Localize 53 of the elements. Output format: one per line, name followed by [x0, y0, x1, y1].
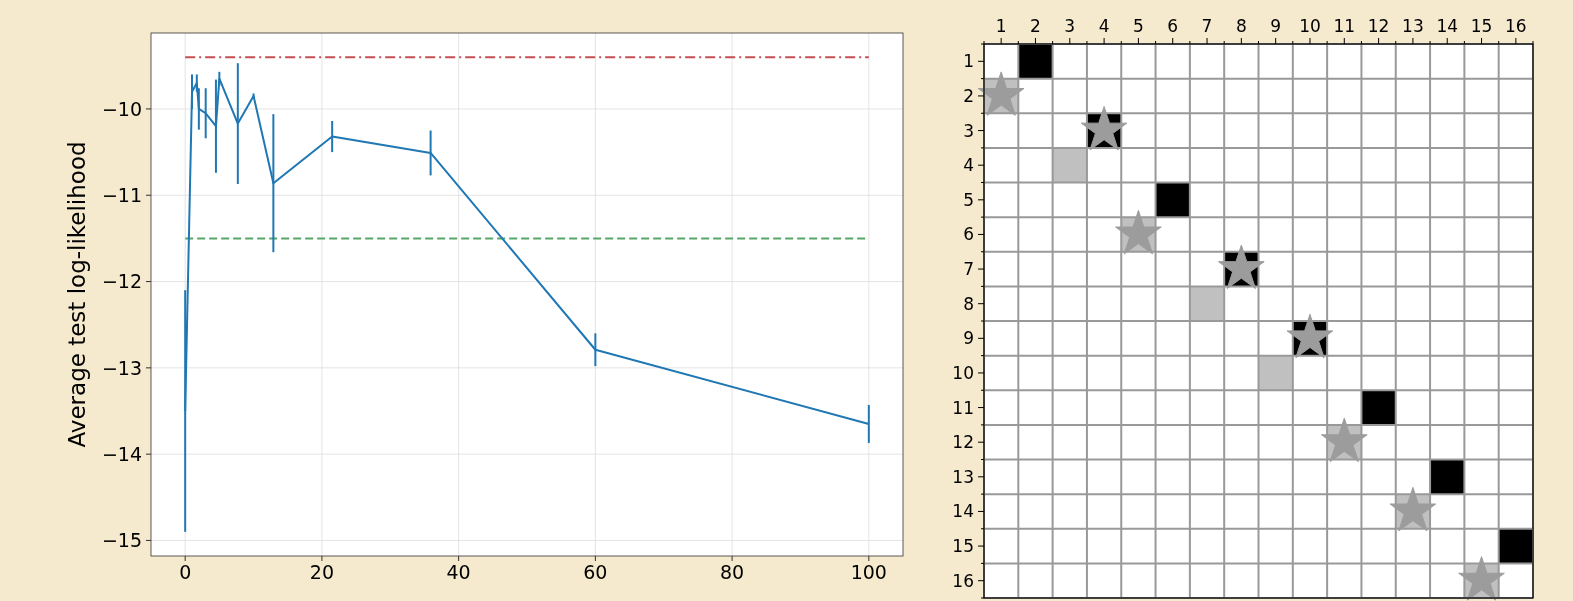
y-tick-label: 14: [952, 501, 974, 522]
x-tick-label: 100: [850, 561, 887, 583]
point: [1320, 417, 1368, 463]
point: [1052, 148, 1087, 183]
y-tick-label: 11: [952, 397, 974, 418]
y-tick-label: 15: [952, 536, 974, 557]
y-tick-label: 12: [952, 432, 974, 453]
point: [1389, 486, 1437, 532]
point: [1286, 313, 1334, 359]
x-tick-label: 20: [309, 561, 334, 583]
x-tick-label: 80: [720, 561, 745, 583]
x-tick-label: 14: [1436, 16, 1459, 36]
x-tick-label: 40: [446, 561, 471, 583]
y-tick-label: 10: [952, 362, 974, 383]
x-tick-label: 12: [1367, 16, 1390, 36]
x-tick-label: 60: [583, 561, 608, 583]
y-tick-label: −12: [101, 270, 142, 293]
point: [1018, 44, 1053, 79]
y-tick-label: 8: [963, 293, 974, 314]
x-tick-label: 2: [1030, 16, 1041, 36]
y-tick-label: 4: [963, 155, 974, 176]
y-tick-label: −11: [101, 183, 142, 206]
point: [1189, 286, 1225, 321]
y-axis-title: Average test log-likelihood: [64, 141, 90, 448]
x-tick-label: 3: [1064, 16, 1076, 36]
y-tick-label: −14: [101, 442, 142, 465]
y-tick-label: 9: [963, 328, 974, 349]
x-tick-label: 13: [1402, 16, 1424, 36]
y-tick-label: 7: [963, 259, 974, 280]
y-tick-label: 2: [963, 85, 974, 106]
x-tick-label: 11: [1333, 16, 1356, 36]
point: [1080, 106, 1128, 151]
x-tick-label: 5: [1132, 16, 1144, 36]
x-tick-label: 7: [1201, 16, 1213, 36]
x-tick-label: 6: [1167, 16, 1179, 36]
y-tick-label: 1: [963, 51, 974, 72]
x-tick-label: 8: [1235, 16, 1247, 36]
x-tick-label: 16: [1505, 16, 1527, 36]
y-tick-label: 13: [952, 466, 974, 487]
x-tick-label: 10: [1299, 16, 1321, 36]
point: [1361, 390, 1396, 425]
y-tick-label: 6: [963, 224, 974, 245]
point: [1458, 556, 1505, 601]
x-tick-label: 15: [1470, 16, 1493, 36]
y-tick-label: −10: [101, 97, 142, 120]
x-tick-label: 0: [179, 561, 192, 583]
y-tick-label: −15: [101, 529, 142, 552]
y-tick-label: −13: [101, 356, 142, 379]
x-tick-label: 9: [1270, 16, 1282, 36]
x-tick-label: 4: [1098, 16, 1110, 36]
x-tick-label: 1: [995, 16, 1007, 36]
y-tick-label: 5: [963, 189, 974, 210]
y-tick-label: 3: [963, 120, 974, 141]
